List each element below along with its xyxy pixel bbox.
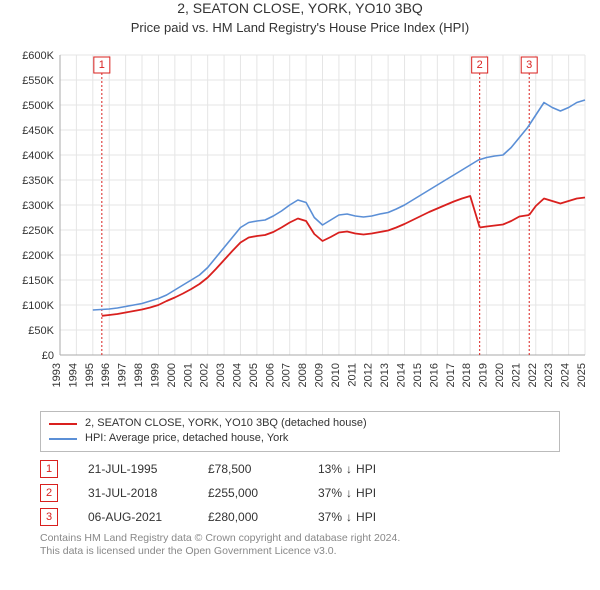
- svg-text:1997: 1997: [117, 363, 129, 387]
- svg-text:2011: 2011: [346, 363, 358, 387]
- svg-text:£550K: £550K: [22, 75, 54, 87]
- svg-text:£600K: £600K: [22, 50, 54, 62]
- transaction-diff: 37% ↓ HPI: [318, 510, 376, 524]
- svg-text:2008: 2008: [297, 363, 309, 387]
- transaction-badge: 2: [40, 484, 58, 502]
- svg-text:2: 2: [477, 59, 483, 71]
- svg-text:2012: 2012: [363, 363, 375, 387]
- svg-text:£350K: £350K: [22, 175, 54, 187]
- svg-text:£250K: £250K: [22, 225, 54, 237]
- svg-text:£100K: £100K: [22, 300, 54, 312]
- transaction-badge: 3: [40, 508, 58, 526]
- svg-text:1996: 1996: [100, 363, 112, 387]
- svg-text:2025: 2025: [576, 363, 588, 387]
- svg-text:£300K: £300K: [22, 200, 54, 212]
- svg-text:1: 1: [99, 59, 105, 71]
- transaction-diff: 37% ↓ HPI: [318, 486, 376, 500]
- svg-text:2007: 2007: [281, 363, 293, 387]
- transaction-date: 06-AUG-2021: [88, 510, 208, 524]
- transaction-price: £280,000: [208, 510, 318, 524]
- svg-text:2018: 2018: [461, 363, 473, 387]
- svg-text:£50K: £50K: [28, 325, 54, 337]
- transaction-badge: 1: [40, 460, 58, 478]
- chart-title: 2, SEATON CLOSE, YORK, YO10 3BQ: [0, 0, 600, 16]
- legend: 2, SEATON CLOSE, YORK, YO10 3BQ (detache…: [40, 411, 560, 452]
- footnote: Contains HM Land Registry data © Crown c…: [40, 532, 560, 559]
- transaction-date: 31-JUL-2018: [88, 486, 208, 500]
- svg-text:1995: 1995: [84, 363, 96, 387]
- svg-text:2009: 2009: [314, 363, 326, 387]
- transaction-row: 2 31-JUL-2018£255,00037% ↓ HPI: [40, 484, 560, 502]
- transaction-diff: 13% ↓ HPI: [318, 462, 376, 476]
- svg-text:2023: 2023: [543, 363, 555, 387]
- svg-text:2003: 2003: [215, 363, 227, 387]
- chart-svg: £0 £50K £100K £150K £200K £250K £300K £350K £400…: [10, 45, 590, 405]
- svg-text:1993: 1993: [51, 363, 63, 387]
- svg-text:2015: 2015: [412, 363, 424, 387]
- chart-subtitle: Price paid vs. HM Land Registry's House …: [0, 20, 600, 35]
- svg-text:2014: 2014: [396, 363, 408, 387]
- down-arrow-icon: ↓: [346, 510, 352, 524]
- svg-text:2020: 2020: [494, 363, 506, 387]
- svg-text:£200K: £200K: [22, 250, 54, 262]
- svg-text:2013: 2013: [379, 363, 391, 387]
- footnote-line-1: Contains HM Land Registry data © Crown c…: [40, 532, 560, 546]
- svg-text:1998: 1998: [133, 363, 145, 387]
- legend-swatch-2: [49, 438, 77, 440]
- svg-text:2022: 2022: [527, 363, 539, 387]
- legend-swatch-1: [49, 423, 77, 425]
- transaction-price: £78,500: [208, 462, 318, 476]
- svg-text:2002: 2002: [199, 363, 211, 387]
- transaction-date: 21-JUL-1995: [88, 462, 208, 476]
- svg-text:£150K: £150K: [22, 275, 54, 287]
- svg-text:1999: 1999: [149, 363, 161, 387]
- transaction-row: 1 21-JUL-1995£78,50013% ↓ HPI: [40, 460, 560, 478]
- transactions-list: 1 21-JUL-1995£78,50013% ↓ HPI 2 31-JUL-2018…: [40, 460, 560, 526]
- svg-text:2016: 2016: [428, 363, 440, 387]
- svg-text:2000: 2000: [166, 363, 178, 387]
- svg-text:2005: 2005: [248, 363, 260, 387]
- down-arrow-icon: ↓: [346, 486, 352, 500]
- legend-label-2: HPI: Average price, detached house, York: [85, 431, 288, 446]
- svg-text:2001: 2001: [182, 363, 194, 387]
- svg-text:3: 3: [526, 59, 532, 71]
- transaction-row: 3 06-AUG-2021£280,00037% ↓ HPI: [40, 508, 560, 526]
- chart-area: £0 £50K £100K £150K £200K £250K £300K £350K £400…: [10, 45, 590, 405]
- svg-text:1994: 1994: [67, 363, 79, 387]
- svg-text:2017: 2017: [445, 363, 457, 387]
- footnote-line-2: This data is licensed under the Open Gov…: [40, 545, 560, 559]
- svg-text:2004: 2004: [231, 363, 243, 387]
- svg-text:2024: 2024: [560, 363, 572, 387]
- svg-text:2010: 2010: [330, 363, 342, 387]
- svg-text:£0: £0: [42, 350, 54, 362]
- svg-text:£500K: £500K: [22, 100, 54, 112]
- svg-text:£450K: £450K: [22, 125, 54, 137]
- down-arrow-icon: ↓: [346, 462, 352, 476]
- legend-label-1: 2, SEATON CLOSE, YORK, YO10 3BQ (detache…: [85, 416, 367, 431]
- svg-text:£400K: £400K: [22, 150, 54, 162]
- svg-text:2006: 2006: [264, 363, 276, 387]
- legend-row-1: 2, SEATON CLOSE, YORK, YO10 3BQ (detache…: [49, 416, 551, 431]
- svg-text:2021: 2021: [510, 363, 522, 387]
- legend-row-2: HPI: Average price, detached house, York: [49, 431, 551, 446]
- transaction-price: £255,000: [208, 486, 318, 500]
- svg-text:2019: 2019: [478, 363, 490, 387]
